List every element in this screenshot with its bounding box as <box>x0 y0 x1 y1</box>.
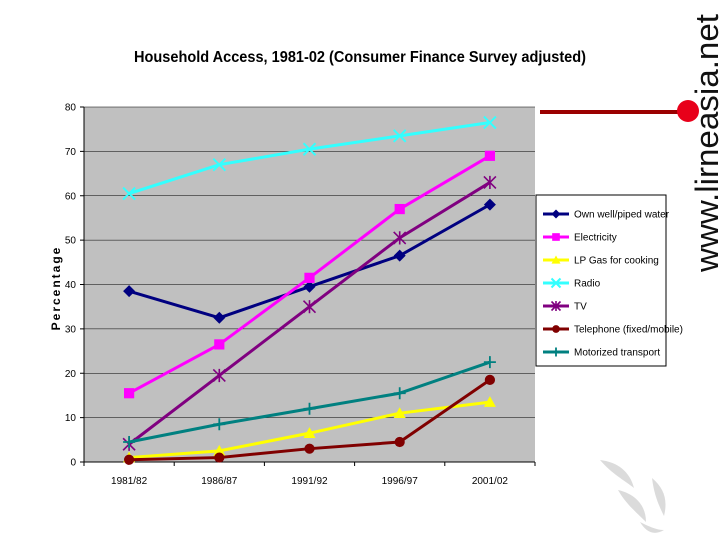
y-tick-label: 50 <box>65 236 77 247</box>
data-point <box>393 407 406 418</box>
legend-item: LP Gas for cooking <box>543 255 659 267</box>
data-point <box>394 203 405 215</box>
data-point <box>214 452 225 463</box>
x-tick-label: 1986/87 <box>201 476 238 487</box>
data-point <box>124 454 135 465</box>
data-point <box>123 436 136 449</box>
data-point <box>483 175 497 190</box>
data-point <box>123 285 136 298</box>
y-tick-label: 70 <box>65 147 77 158</box>
legend-marker <box>551 209 561 219</box>
data-point <box>484 374 495 386</box>
legend: Own well/piped water Electricity LP Gas fo… <box>535 194 683 367</box>
data-point <box>124 388 135 399</box>
legend-marker <box>552 325 560 333</box>
legend-marker <box>550 277 562 289</box>
legend-marker <box>550 300 562 312</box>
y-tick-label: 0 <box>70 458 76 469</box>
y-tick-label: 30 <box>65 324 77 335</box>
data-point <box>394 436 405 448</box>
legend-item: Radio <box>543 277 601 290</box>
data-point <box>302 142 317 156</box>
website-watermark: www.lirneasia.net <box>689 14 720 273</box>
x-tick-label: 1981/82 <box>111 476 148 487</box>
x-tick-label: 1996/97 <box>382 476 419 487</box>
legend-label: Own well/piped water <box>574 210 670 221</box>
legend-label: LP Gas for cooking <box>574 256 659 267</box>
legend-marker <box>551 347 561 357</box>
y-axis-label: Percentage <box>49 246 63 331</box>
y-tick-label: 80 <box>65 103 77 114</box>
legend-label: Radio <box>574 279 601 290</box>
data-point <box>392 129 407 143</box>
legend-label: TV <box>574 302 587 313</box>
y-axis: 0 10 20 30 40 50 60 70 80 <box>65 103 84 469</box>
data-point <box>304 272 315 283</box>
data-point <box>303 280 316 293</box>
data-point <box>484 150 495 161</box>
data-point <box>212 368 226 383</box>
logo-mark <box>600 460 666 533</box>
data-point <box>213 311 226 324</box>
data-point <box>483 396 496 407</box>
legend-item: TV <box>543 300 587 313</box>
data-point <box>304 443 315 454</box>
legend-marker <box>551 255 561 264</box>
chart-title: Household Access, 1981-02 (Consumer Fina… <box>134 49 586 66</box>
legend-item: Own well/piped water <box>543 209 670 221</box>
data-point <box>483 198 496 211</box>
data-point <box>483 356 496 369</box>
gridlines <box>84 106 535 418</box>
x-tick-label: 1991/92 <box>291 476 328 487</box>
x-axis: 1981/82 1986/87 1991/92 1996/97 2001/02 <box>83 462 536 487</box>
data-point <box>213 418 226 431</box>
data-point <box>393 249 406 262</box>
data-point <box>483 115 497 130</box>
legend-item: Motorized transport <box>543 347 660 359</box>
legend-label: Telephone (fixed/mobile) <box>574 325 683 336</box>
legend-label: Electricity <box>574 233 617 244</box>
legend-item: Telephone (fixed/mobile) <box>543 325 683 336</box>
data-point <box>214 339 225 350</box>
legend-item: Electricity <box>543 233 617 244</box>
data-point <box>303 402 316 415</box>
data-point <box>393 231 407 245</box>
legend-box <box>535 194 667 367</box>
y-tick-label: 60 <box>65 191 77 202</box>
y-tick-label: 40 <box>65 280 77 291</box>
data-point <box>213 444 226 456</box>
legend-marker <box>552 233 560 241</box>
x-tick-label: 2001/02 <box>472 476 509 487</box>
data-point <box>122 186 136 201</box>
data-point <box>393 387 406 400</box>
y-tick-label: 20 <box>65 369 77 380</box>
data-point <box>303 427 316 438</box>
legend-label: Motorized transport <box>574 348 660 359</box>
data-point <box>212 157 227 172</box>
y-tick-label: 10 <box>65 413 77 424</box>
accent-decoration <box>540 100 699 122</box>
data-point <box>302 300 317 314</box>
series-group <box>122 115 497 465</box>
